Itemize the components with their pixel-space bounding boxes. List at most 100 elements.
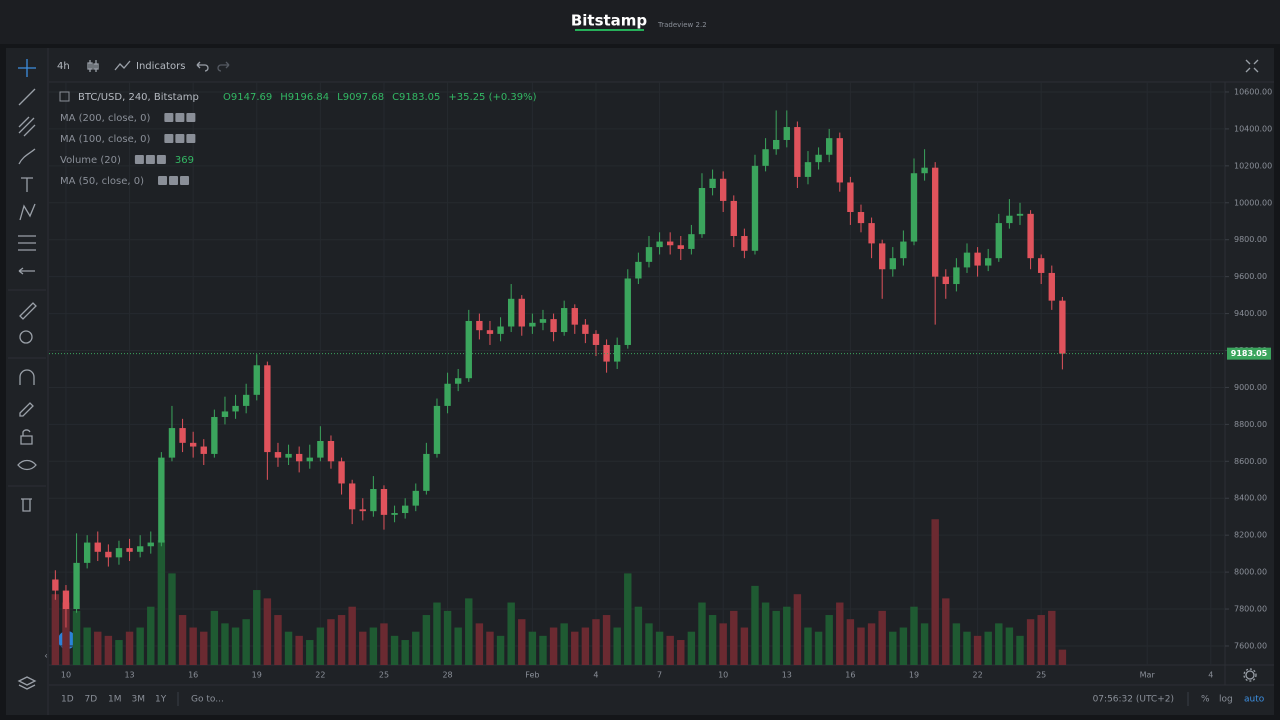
volume-bar (359, 631, 367, 665)
study-button[interactable] (158, 176, 168, 185)
volume-bar (157, 540, 166, 665)
range-button[interactable]: 1Y (155, 695, 167, 705)
x-tick-label: 13 (782, 671, 792, 680)
volume-bar (899, 627, 908, 665)
candle-body (136, 546, 144, 552)
study-button[interactable] (169, 176, 179, 185)
last-price-tag (1227, 347, 1271, 360)
volume-bar (115, 640, 123, 665)
volume-bar (62, 602, 70, 665)
scale-option[interactable]: auto (1244, 695, 1265, 705)
candle-body (242, 394, 250, 406)
fib-tool[interactable] (18, 116, 36, 137)
range-button[interactable]: 1M (108, 695, 122, 705)
candle-body (359, 509, 366, 512)
study[interactable]: MA (200, close, 0) (60, 113, 150, 124)
settings[interactable] (1243, 668, 1257, 682)
x-tick-label: 25 (379, 671, 389, 680)
layers-tool[interactable] (17, 676, 37, 690)
volume-bar (624, 573, 632, 665)
study-button[interactable] (134, 155, 144, 164)
candle-body (635, 261, 642, 279)
trash-tool[interactable] (21, 498, 32, 512)
volume-bar (475, 623, 484, 665)
study-button[interactable] (145, 155, 155, 164)
chart-type-button[interactable] (87, 60, 99, 72)
interval-button[interactable]: 4h (57, 61, 70, 72)
scale-option[interactable]: log (1219, 695, 1233, 705)
volume-bar (634, 606, 643, 665)
symbol-toggle[interactable] (59, 91, 70, 102)
volume-bar (507, 602, 515, 665)
trendline-tool[interactable] (18, 88, 36, 106)
study[interactable]: MA (100, close, 0) (60, 134, 150, 145)
pattern-tool[interactable] (19, 203, 36, 221)
study[interactable]: Volume (20) (60, 155, 121, 166)
candle-body (412, 490, 419, 506)
stay-drawing-tool[interactable] (19, 402, 34, 417)
volume-bar (369, 627, 378, 665)
indicators-button[interactable]: Indicators (136, 61, 185, 72)
goto-button[interactable]: Go to... (191, 695, 224, 705)
text-tool[interactable] (21, 177, 33, 192)
candle-body (1048, 272, 1055, 301)
ruler-tool[interactable] (19, 302, 37, 320)
volume-bar (846, 619, 855, 665)
volume-bar (284, 631, 293, 665)
top-toolbar: 4h Indicators (57, 59, 1259, 73)
scroll-left[interactable]: ‹ (44, 652, 48, 662)
range-button[interactable]: 3M (132, 695, 146, 705)
volume-bar (973, 635, 982, 665)
candle-body (94, 542, 101, 552)
zoom-tool[interactable] (19, 330, 33, 344)
candle-body (52, 579, 59, 591)
candle-body (423, 453, 430, 491)
change: +35.25 (+0.39%) (448, 92, 536, 103)
y-tick-label: 8200.00 (1234, 531, 1267, 540)
magnet-tool[interactable] (19, 369, 35, 385)
volume-bar (231, 627, 240, 665)
lock-tool[interactable] (20, 429, 33, 445)
redo-button[interactable] (217, 61, 230, 72)
left-toolbar (8, 59, 46, 690)
candle-body (677, 245, 684, 249)
study[interactable]: MA (50, close, 0) (60, 176, 144, 187)
volume-bar (465, 598, 473, 665)
study-button[interactable] (186, 134, 196, 143)
candle-body (836, 138, 843, 183)
back-tool[interactable] (18, 267, 35, 275)
fullscreen-button[interactable] (1245, 59, 1259, 73)
volume-bar (878, 610, 886, 665)
candle-body (762, 149, 769, 166)
y-tick-label: 9600.00 (1234, 272, 1267, 281)
volume-bar (316, 627, 325, 665)
candle-body (773, 139, 780, 150)
study-button[interactable] (156, 155, 166, 164)
candle-body (666, 241, 674, 246)
brush-tool[interactable] (18, 148, 36, 165)
volume-bar (1058, 649, 1067, 665)
volume-bar (189, 627, 197, 665)
ohlc-value: 9097.68 (343, 92, 384, 103)
study-button[interactable] (164, 113, 174, 122)
volume-bar (602, 615, 611, 665)
symbol[interactable]: BTC/USD, 240, Bitstamp (78, 92, 199, 103)
candle-body (560, 308, 568, 333)
range-button[interactable]: 1D (61, 695, 74, 705)
crosshair-tool[interactable] (18, 59, 36, 77)
study-button[interactable] (180, 176, 190, 185)
scale-option[interactable]: % (1201, 695, 1210, 705)
x-tick-label: 7 (657, 671, 662, 680)
study-button[interactable] (186, 113, 196, 122)
visibility-tool[interactable] (17, 459, 37, 471)
volume-bar (168, 573, 176, 665)
undo-button[interactable] (196, 61, 209, 72)
study-button[interactable] (175, 134, 185, 143)
study-button[interactable] (175, 113, 185, 122)
candle-body (327, 440, 335, 462)
range-button[interactable]: 7D (85, 695, 98, 705)
volume-bar (274, 615, 282, 665)
prediction-tool[interactable] (18, 235, 36, 251)
study-button[interactable] (164, 134, 174, 143)
